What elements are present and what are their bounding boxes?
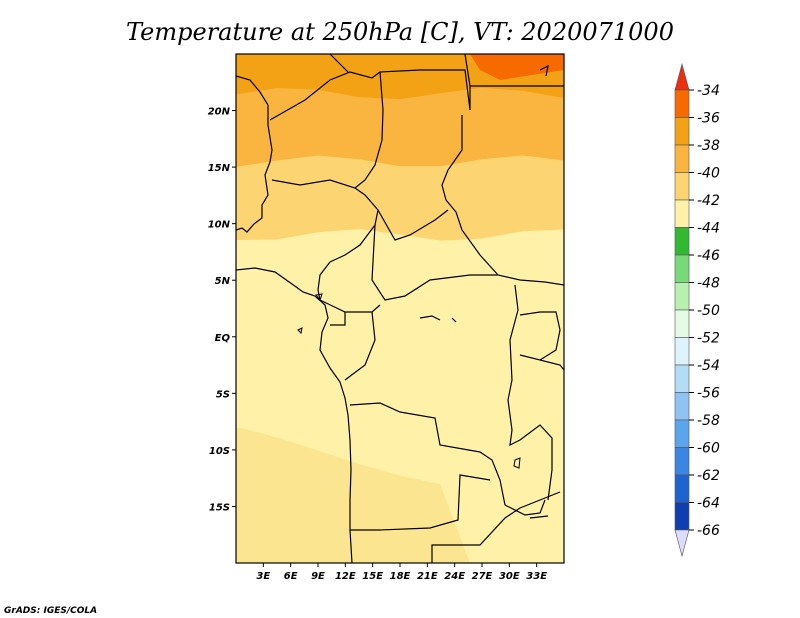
colorbar-swatch xyxy=(674,227,690,256)
lat-tick-label: EQ xyxy=(215,333,231,344)
lat-tick-label: 15N xyxy=(208,163,231,174)
lat-tick-label: 5S xyxy=(216,389,230,400)
lon-tick-label: 24E xyxy=(444,571,465,582)
colorbar-swatch xyxy=(674,199,690,228)
colorbar-swatch xyxy=(674,447,690,476)
colorbar-label: -60 xyxy=(697,441,720,457)
colorbar-swatch xyxy=(674,337,690,366)
chart-title: Temperature at 250hPa [C], VT: 202007100… xyxy=(126,18,674,46)
lon-tick-label: 30E xyxy=(499,571,520,582)
colorbar-label: -34 xyxy=(697,83,720,99)
lat-tick-label: 5N xyxy=(215,276,231,287)
lon-tick-label: 15E xyxy=(362,571,383,582)
colorbar-swatch xyxy=(674,502,690,531)
colorbar-swatch xyxy=(674,364,690,393)
colorbar-label: -40 xyxy=(697,166,720,182)
colorbar-swatch xyxy=(674,419,690,448)
lon-tick-label: 21E xyxy=(417,571,438,582)
colorbar-label: -62 xyxy=(697,468,720,484)
lat-tick-label: 15S xyxy=(209,502,230,513)
lon-tick-label: 9E xyxy=(311,571,325,582)
lat-tick-label: 10S xyxy=(209,446,230,457)
grads-credit: GrADS: IGES/COLA xyxy=(4,606,97,616)
colorbar-swatch xyxy=(674,309,690,338)
colorbar-label: -42 xyxy=(697,193,720,209)
colorbar-label: -64 xyxy=(697,496,720,512)
colorbar-swatch xyxy=(674,172,690,201)
lat-tick-label: 10N xyxy=(208,220,231,231)
lon-tick-label: 6E xyxy=(284,571,298,582)
colorbar-label: -54 xyxy=(697,358,720,374)
lon-tick-label: 3E xyxy=(256,571,270,582)
lon-tick-label: 12E xyxy=(335,571,356,582)
lon-tick-label: 27E xyxy=(472,571,493,582)
colorbar-label: -56 xyxy=(697,386,720,402)
colorbar-label: -46 xyxy=(697,248,720,264)
colorbar-swatch xyxy=(674,144,690,173)
colorbar-label: -44 xyxy=(697,221,720,237)
colorbar-swatch xyxy=(674,474,690,503)
country-borders xyxy=(236,54,564,563)
colorbar-label: -58 xyxy=(697,413,720,429)
axis-ticks: 20N 15N 10N 5N EQ 5S 10S 15S 3E 6E 9E 12E 15E 18E 21E 2… xyxy=(208,107,548,582)
colorbar: -34 -36 -38 -40 -42 -44 -46 -48 -50 -52 -54 -56 -58 -… xyxy=(674,62,720,558)
temperature-field xyxy=(236,54,564,563)
colorbar-label: -50 xyxy=(697,303,720,319)
lon-tick-label: 18E xyxy=(390,571,411,582)
colorbar-label: -38 xyxy=(697,138,720,154)
colorbar-label: -36 xyxy=(697,111,720,127)
lon-tick-label: 33E xyxy=(526,571,547,582)
colorbar-swatch xyxy=(674,254,690,283)
colorbar-swatch xyxy=(674,89,690,118)
colorbar-label: -48 xyxy=(697,276,720,292)
colorbar-label: -66 xyxy=(697,523,720,539)
colorbar-swatch xyxy=(674,117,690,146)
colorbar-bottom-arrow xyxy=(674,529,690,558)
temperature-patch-north xyxy=(470,54,564,80)
colorbar-top-arrow xyxy=(674,62,690,91)
colorbar-swatch xyxy=(674,392,690,421)
lat-tick-label: 20N xyxy=(208,107,231,118)
colorbar-label: -52 xyxy=(697,331,720,347)
colorbar-swatch xyxy=(674,282,690,311)
